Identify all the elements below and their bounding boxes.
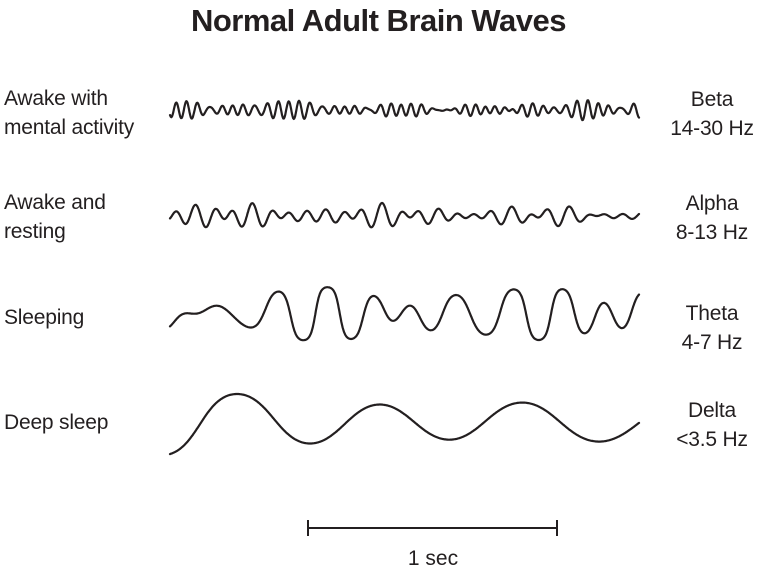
band-label-delta: Delta <3.5 Hz — [647, 396, 757, 454]
band-name: Delta — [687, 399, 737, 422]
band-frequency-range: 8-13 Hz — [675, 221, 749, 244]
theta-wave-trace — [168, 286, 641, 342]
figure-title: Normal Adult Brain Waves — [190, 3, 567, 38]
band-label-alpha: Alpha 8-13 Hz — [647, 189, 757, 247]
band-frequency-range: <3.5 Hz — [676, 428, 748, 451]
state-label-line: Deep sleep — [4, 411, 109, 434]
band-frequency-range: 14-30 Hz — [670, 117, 754, 140]
state-label-awake-mental-activity: Awake with mental activity — [4, 84, 134, 142]
one-second-scale-bar — [307, 520, 558, 536]
band-name: Beta — [690, 88, 734, 111]
band-frequency-range: 4-7 Hz — [681, 331, 743, 354]
band-label-beta: Beta 14-30 Hz — [647, 85, 757, 143]
band-name: Alpha — [685, 192, 739, 215]
delta-wave-trace — [168, 392, 641, 456]
state-label-sleeping: Sleeping — [4, 303, 84, 332]
scale-bar-label: 1 sec — [407, 547, 459, 570]
state-label-line: resting — [4, 220, 66, 243]
state-label-awake-resting: Awake and resting — [4, 188, 106, 246]
alpha-wave-trace — [168, 201, 641, 229]
band-name: Theta — [685, 302, 739, 325]
state-label-line: Sleeping — [4, 306, 85, 329]
beta-wave-trace — [168, 99, 641, 122]
state-label-line: mental activity — [4, 116, 135, 139]
state-label-line: Awake and — [4, 191, 106, 214]
band-label-theta: Theta 4-7 Hz — [647, 299, 757, 357]
state-label-deep-sleep: Deep sleep — [4, 408, 108, 437]
state-label-line: Awake with — [4, 87, 108, 110]
